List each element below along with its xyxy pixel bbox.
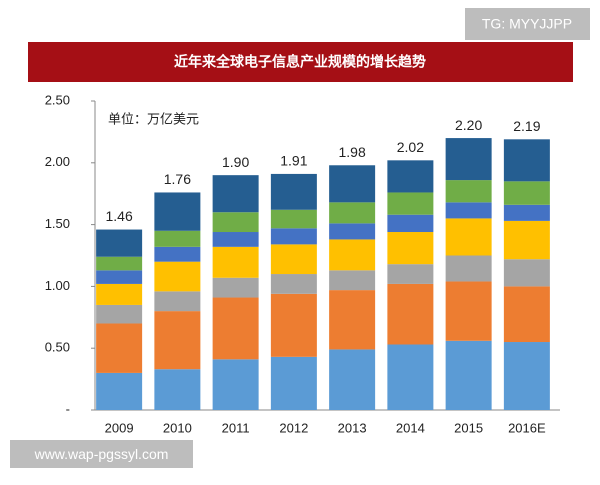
y-tick-label: 1.50 [45,216,70,231]
bar-segment [329,349,376,410]
x-tick-label: 2010 [163,420,192,435]
bar-segment [154,261,201,292]
x-tick-label: 2011 [222,420,250,435]
bar-segment [212,212,259,233]
bar-segment [503,286,550,343]
bar-segment [503,259,550,287]
x-tick-label: 2013 [338,420,367,435]
bar-segment [445,255,492,282]
bar-segment [212,175,259,213]
bar-segment [503,139,550,182]
y-tick-label: 2.00 [45,154,70,169]
title-banner [28,42,573,82]
bar-segment [270,173,317,210]
bar-segment [154,246,201,262]
bar-segment [387,232,434,265]
bar-segment [212,359,259,410]
watermark-box [465,8,590,40]
bar-segment [445,218,492,256]
total-label: 2.19 [513,118,540,134]
bar-segment [154,311,201,370]
bar-segment [270,209,317,229]
bar-segment [387,192,434,215]
x-tick-label: 2012 [279,420,308,435]
total-label: 2.02 [397,139,424,155]
bar-segment [503,342,550,410]
bar-segment [445,281,492,341]
bar-segment [96,304,143,324]
bar-segment [503,181,550,205]
bar-segment [270,274,317,294]
unit-label: 单位：万亿美元 [108,111,199,126]
bar-segment [270,356,317,410]
watermark: TG: MYYJJPP [482,16,572,32]
bar-segment [154,291,201,312]
bar-segment [96,372,143,410]
bar-segment [387,160,434,193]
y-tick-label: - [66,401,70,416]
bar-segment [212,246,259,278]
bar-segment [503,204,550,221]
bar-segment [329,290,376,350]
bar-segment [387,344,434,410]
y-tick-label: 0.50 [45,340,70,355]
bar-segment [387,283,434,345]
bar-segment [154,369,201,410]
y-tick-label: 2.50 [45,92,70,107]
chart-title: 近年来全球电子信息产业规模的增长趋势 [174,54,426,70]
bar-segment [329,202,376,224]
total-label: 1.76 [164,171,191,187]
bar-segment [96,283,143,305]
bar-segment [212,297,259,360]
bar-segment [445,180,492,203]
bar-segment [445,202,492,219]
x-tick-label: 2014 [396,420,425,435]
bar-segment [212,232,259,247]
bar-segment [270,293,317,357]
bar-segment [503,220,550,260]
bar-segment [445,340,492,410]
bar-segment [387,264,434,284]
bar-segment [154,192,201,231]
bar-segment [445,138,492,181]
bar-segment [387,214,434,233]
bar-segment [329,165,376,203]
y-tick-label: 1.00 [45,278,70,293]
watermark: www.wap-pgssyl.com [10,440,193,468]
total-label: 1.46 [106,208,133,224]
x-tick-label: 2015 [454,420,483,435]
total-label: 1.90 [222,154,249,170]
x-tick-label: 2009 [105,420,134,435]
total-label: 1.98 [339,144,366,160]
x-tick-label: 2016E [508,420,546,435]
bar-segment [270,228,317,245]
bar-segment [329,223,376,240]
bar-segment [154,230,201,247]
bar-segment [96,229,143,257]
bar-segment [270,244,317,275]
bar-segment [96,256,143,271]
bar-segment [329,270,376,291]
bar-segment [329,239,376,271]
total-label: 2.20 [455,117,482,133]
bar-segment [96,270,143,284]
bar-segment [212,277,259,298]
total-label: 1.91 [280,153,307,169]
bar-segment [96,323,143,373]
